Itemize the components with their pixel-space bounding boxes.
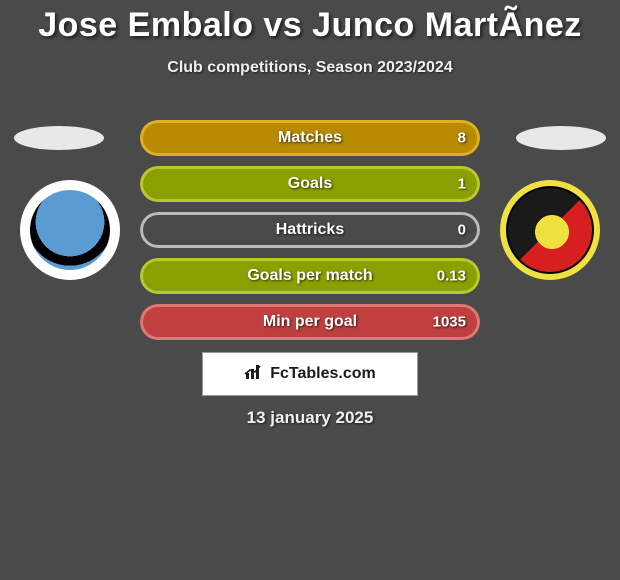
stat-row: Goals1 (140, 166, 480, 202)
brand-box[interactable]: FcTables.com (202, 352, 418, 396)
stat-label: Min per goal (140, 313, 480, 331)
stat-row: Matches8 (140, 120, 480, 156)
club-badge-right (500, 180, 600, 280)
date-text: 13 january 2025 (0, 408, 620, 428)
stat-value: 1035 (433, 314, 466, 331)
stat-label: Matches (140, 129, 480, 147)
stat-row: Goals per match0.13 (140, 258, 480, 294)
stat-label: Hattricks (140, 221, 480, 239)
stat-label: Goals (140, 175, 480, 193)
stat-value: 8 (458, 130, 466, 147)
stat-value: 0.13 (437, 268, 466, 285)
chart-icon (244, 363, 264, 386)
player-oval-right (516, 126, 606, 150)
stat-value: 0 (458, 222, 466, 239)
stats-container: Matches8Goals1Hattricks0Goals per match0… (140, 120, 480, 350)
subtitle: Club competitions, Season 2023/2024 (0, 59, 620, 77)
stat-row: Hattricks0 (140, 212, 480, 248)
stat-row: Min per goal1035 (140, 304, 480, 340)
club-badge-left (20, 180, 120, 280)
player-oval-left (14, 126, 104, 150)
page-title: Jose Embalo vs Junco MartÃ­nez (0, 0, 620, 45)
stat-value: 1 (458, 176, 466, 193)
brand-text: FcTables.com (270, 365, 376, 383)
club-badge-right-inner (506, 186, 594, 274)
stat-label: Goals per match (140, 267, 480, 285)
club-badge-left-inner (30, 190, 110, 270)
